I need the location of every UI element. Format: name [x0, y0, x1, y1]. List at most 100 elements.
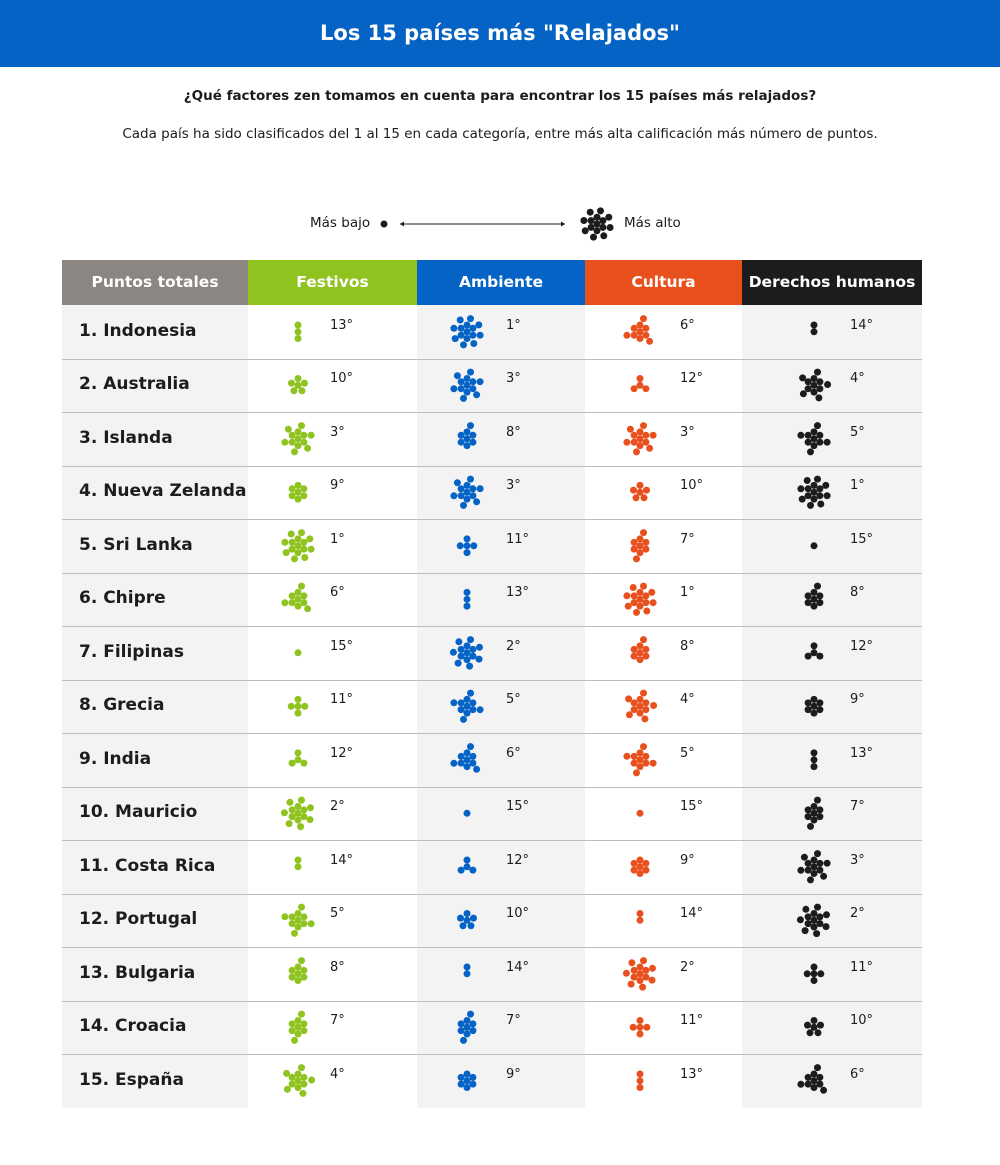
rank-dot-festivos: [300, 1080, 308, 1088]
rank-dot-ambiente: [470, 340, 478, 347]
rank-dot-derechos: [810, 756, 818, 764]
rank-dot-festivos: [282, 549, 290, 557]
rank-dot-ambiente: [453, 372, 461, 380]
rank-dot-festivos: [288, 806, 296, 814]
rank-dot-cultura: [633, 448, 640, 456]
rank-dot-festivos: [294, 816, 302, 824]
row-divider: [62, 893, 922, 895]
rank-dot-festivos: [298, 903, 305, 911]
rank-dot-cultura: [630, 699, 638, 707]
column-background: [417, 305, 585, 1108]
rank-dot-festivos: [294, 756, 302, 764]
rank-dot-festivos: [288, 379, 295, 387]
rank-dot-festivos: [288, 759, 296, 767]
country-name: 7. Filipinas: [79, 641, 184, 662]
rank-dot-cultura: [642, 538, 650, 546]
rank-dot-ambiente: [469, 759, 477, 767]
rank-label-festivos: 13°: [330, 317, 354, 333]
rank-dot-ambiente: [470, 542, 478, 550]
legend-scale: [380, 207, 614, 241]
rank-dot-ambiente: [469, 1073, 477, 1081]
rank-dot-cultura: [636, 809, 644, 817]
rank-dot-festivos: [294, 488, 302, 496]
rank-dot-festivos: [294, 916, 302, 924]
rank-dot-cultura: [636, 970, 644, 978]
rank-dot-ambiente: [473, 765, 481, 773]
rank-dot-ambiente: [457, 331, 465, 339]
rank-dot-derechos: [816, 592, 824, 600]
rank-dot-cultura: [636, 328, 644, 336]
rank-dot-derechos: [804, 913, 812, 921]
rank-dot-ambiente: [463, 756, 471, 764]
rank-dot-ambiente: [469, 1020, 477, 1028]
country-name: 9. India: [79, 748, 152, 769]
rank-dot-ambiente: [467, 422, 474, 430]
rank-dot-festivos: [288, 545, 296, 553]
rank-dot-ambiente: [469, 492, 477, 500]
rank-dot-festivos: [307, 920, 315, 928]
rank-dot-festivos: [294, 803, 302, 810]
rank-dot-ambiente: [463, 856, 471, 864]
rank-dot-ambiente: [469, 485, 477, 493]
rank-label-derechos: 4°: [850, 371, 865, 387]
rank-dot-cultura: [636, 916, 644, 924]
rank-dot-derechos: [814, 582, 821, 590]
rank-dot-cultura: [649, 964, 656, 972]
rank-dot-derechos: [804, 652, 812, 660]
rank-dot-derechos: [810, 321, 818, 329]
rank-dot-cultura: [640, 957, 647, 965]
rank-label-ambiente: 5°: [506, 692, 521, 708]
rank-dot-derechos: [822, 923, 830, 931]
rank-dot-cultura: [649, 599, 657, 607]
rank-dot-ambiente: [463, 535, 471, 543]
rank-dot-cultura: [646, 444, 654, 452]
rank-dot-derechos: [817, 500, 825, 508]
rank-dot-derechos: [810, 702, 818, 710]
rank-dot-festivos: [294, 910, 302, 917]
rank-dot-cultura: [639, 983, 647, 991]
rank-label-festivos: 6°: [330, 585, 345, 601]
rank-dot-festivos: [285, 820, 293, 828]
rank-dot-festivos: [294, 1084, 302, 1091]
rank-dot-derechos: [804, 485, 812, 493]
rank-dot-cultura: [636, 602, 644, 610]
rank-dot-derechos: [814, 1029, 822, 1037]
rank-dot-derechos: [810, 649, 818, 657]
rank-dot-cultura: [636, 588, 644, 596]
rank-dot-derechos: [797, 1080, 805, 1088]
rank-dot-derechos: [810, 481, 818, 489]
column-background: [742, 305, 922, 1108]
rank-dot-ambiente: [457, 1080, 465, 1088]
rank-label-festivos: 3°: [330, 424, 345, 440]
rank-dot-cultura: [623, 331, 631, 339]
rank-dot-cultura: [636, 870, 644, 877]
rank-label-ambiente: 14°: [506, 959, 530, 975]
rank-label-derechos: 1°: [850, 478, 865, 494]
rank-dot-derechos: [810, 488, 818, 496]
legend-high-dot: [600, 232, 608, 240]
rank-dot-derechos: [804, 920, 812, 928]
rank-dot-festivos: [288, 592, 296, 600]
rank-dot-derechos: [807, 501, 814, 509]
header-festivos: Festivos: [248, 260, 417, 305]
rank-dot-festivos: [288, 1020, 296, 1028]
rank-dot-festivos: [281, 913, 289, 921]
country-name: 5. Sri Lanka: [79, 534, 193, 555]
rank-dot-cultura: [636, 1084, 644, 1091]
rank-dot-festivos: [294, 549, 302, 557]
rank-dot-cultura: [623, 592, 631, 600]
rank-dot-derechos: [816, 1073, 824, 1081]
row-divider: [62, 626, 922, 627]
rank-dot-ambiente: [457, 914, 464, 922]
rank-dot-cultura: [630, 486, 637, 494]
rank-label-festivos: 15°: [330, 638, 354, 654]
rank-label-ambiente: 15°: [506, 799, 530, 815]
rank-dot-ambiente: [469, 752, 477, 760]
rank-label-festivos: 1°: [330, 531, 345, 547]
rank-dot-derechos: [804, 866, 812, 874]
rank-dot-festivos: [294, 923, 302, 931]
legend-low-label: Más bajo: [310, 215, 371, 231]
rank-dot-derechos: [804, 706, 812, 714]
rank-dot-cultura: [650, 702, 658, 709]
rank-dot-cultura: [636, 963, 644, 971]
